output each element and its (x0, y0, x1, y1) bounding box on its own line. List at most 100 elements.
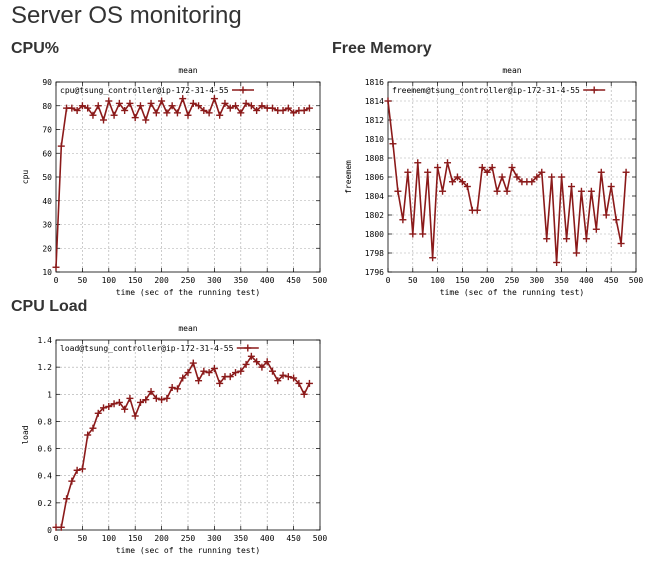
memory-data-point (563, 235, 571, 243)
cpu-data-point (279, 107, 287, 114)
load-x-tick-label: 500 (313, 534, 328, 543)
memory-data-point (543, 235, 551, 243)
cpu-data-point (78, 102, 86, 110)
load-data-point (205, 369, 213, 377)
load-data-point (100, 404, 108, 412)
load-data-point (226, 373, 234, 381)
memory-y-tick-label: 1814 (365, 97, 384, 106)
memory-data-point (399, 216, 407, 224)
memory-x-axis-label: time (sec of the running test) (440, 288, 585, 297)
memory-data-point (409, 230, 417, 238)
cpu-x-tick-label: 200 (154, 276, 169, 285)
memory-data-point (444, 159, 452, 167)
load-data-point (73, 466, 81, 474)
memory-data-point (622, 168, 630, 176)
load-data-point (131, 412, 139, 420)
load-y-tick-label: 0.8 (38, 417, 53, 426)
load-y-tick-label: 1.2 (38, 363, 53, 372)
cpu-data-point (94, 102, 102, 110)
load-data-point (305, 379, 313, 387)
memory-data-point (528, 178, 536, 186)
load-data-point (268, 367, 276, 375)
cpu-plot-frame (55, 81, 321, 273)
load-data-point (210, 365, 218, 372)
load-data-point (158, 396, 166, 404)
load-data-point (216, 379, 224, 387)
cpu-data-point (284, 104, 292, 112)
memory-y-tick-label: 1798 (365, 249, 384, 258)
cpu-x-tick-label: 350 (234, 276, 249, 285)
memory-data-point (587, 187, 595, 195)
memory-y-tick-label: 1796 (365, 268, 384, 277)
cpu-y-tick-label: 50 (42, 173, 52, 182)
load-data-point (68, 477, 76, 485)
memory-y-tick-label: 1804 (365, 192, 384, 201)
cpu-x-tick-label: 150 (128, 276, 143, 285)
memory-y-tick-label: 1812 (365, 116, 384, 125)
cpu-data-point (89, 111, 97, 119)
load-data-point (89, 424, 97, 432)
cpu-data-point (232, 102, 240, 110)
cpu-data-point (258, 102, 266, 110)
cpu-data-point (121, 107, 129, 114)
memory-data-point (582, 235, 590, 243)
memory-y-tick-label: 1800 (365, 230, 384, 239)
memory-data-point (463, 183, 471, 190)
cpu-data-point (290, 109, 298, 117)
free-memory-section-title: Free Memory (332, 40, 432, 57)
cpu-data-point (100, 116, 108, 124)
load-data-point (195, 377, 203, 385)
load-data-point (163, 394, 171, 402)
memory-x-tick-label: 300 (530, 276, 545, 285)
load-legend-label: load@tsung_controller@ip-172-31-4-55 (60, 344, 234, 353)
memory-data-point (553, 259, 561, 266)
cpu-data-point (105, 97, 113, 105)
memory-data-point (508, 164, 516, 171)
cpu-data-point (179, 95, 187, 103)
cpu-data-point (168, 102, 176, 110)
memory-data-point (568, 183, 576, 190)
memory-data-point (419, 230, 427, 238)
cpu-data-point (152, 109, 160, 117)
memory-y-axis-label: freemem (344, 160, 353, 194)
load-data-point (253, 358, 261, 366)
memory-data-point (592, 225, 600, 233)
cpu-data-point (131, 114, 139, 122)
cpu-data-point (253, 107, 261, 114)
memory-data-point (548, 173, 556, 181)
cpu-section-title: CPU% (11, 40, 60, 57)
load-y-tick-label: 1.4 (38, 336, 53, 345)
memory-data-point (617, 240, 625, 247)
load-data-point (115, 398, 123, 406)
cpu-y-tick-label: 20 (42, 244, 52, 253)
load-x-axis-label: time (sec of the running test) (116, 546, 261, 555)
cpu-load-section-title: CPU Load (11, 298, 88, 315)
load-x-tick-label: 100 (102, 534, 117, 543)
memory-data-point (488, 164, 496, 171)
load-series-line (56, 355, 311, 529)
memory-data-point (602, 211, 610, 219)
cpu-x-tick-label: 300 (207, 276, 222, 285)
memory-data-point (414, 159, 422, 167)
cpu-series-line (55, 96, 310, 268)
cpu-x-tick-label: 500 (313, 276, 328, 285)
cpu-y-tick-label: 80 (42, 102, 52, 111)
load-data-point (184, 369, 192, 377)
load-x-tick-label: 400 (260, 534, 275, 543)
memory-data-point (458, 178, 466, 186)
load-data-point (300, 390, 308, 398)
load-x-tick-label: 200 (154, 534, 169, 543)
cpu-x-axis-label: time (sec of the running test) (116, 288, 261, 297)
load-data-point (78, 465, 86, 473)
cpu-data-point (52, 263, 60, 271)
cpu-data-point (163, 109, 171, 117)
memory-y-tick-label: 1816 (365, 78, 384, 87)
cpu-data-point (57, 142, 65, 150)
cpu-y-tick-label: 10 (42, 268, 52, 277)
memory-x-tick-label: 150 (455, 276, 470, 285)
load-x-tick-label: 150 (128, 534, 143, 543)
load-chart-title: mean (178, 324, 197, 333)
load-data-point (84, 431, 92, 439)
cpu-x-tick-label: 250 (181, 276, 196, 285)
memory-x-tick-label: 100 (430, 276, 445, 285)
